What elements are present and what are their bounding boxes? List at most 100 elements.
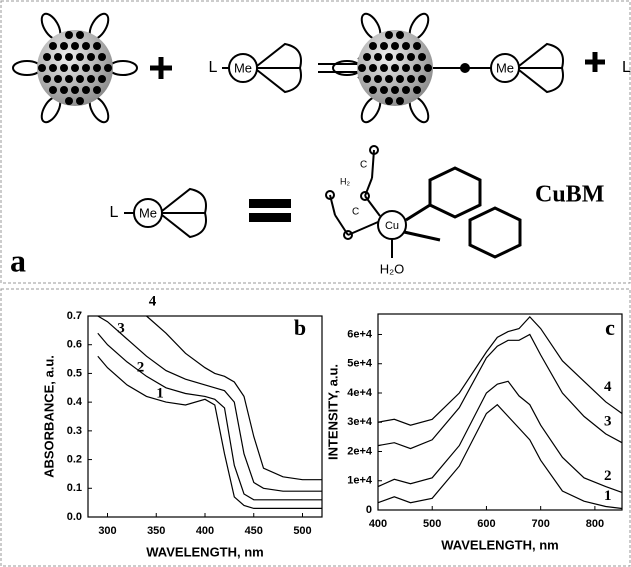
series-label: 3 (117, 320, 125, 336)
plus (150, 57, 172, 79)
y-tick-label: 0.2 (67, 453, 82, 465)
equals (249, 213, 291, 222)
y-tick-label: 1e+4 (347, 475, 373, 487)
spectrum-line (377, 380, 623, 493)
atom-dot (87, 53, 95, 61)
atom-dot (87, 75, 95, 83)
ligand-petal (108, 60, 138, 76)
atom-dot (413, 64, 421, 72)
series-label: 3 (604, 413, 612, 429)
atom-dot (65, 53, 73, 61)
atom-dot (380, 42, 388, 50)
x-tick-label: 500 (423, 518, 441, 530)
y-tick-label: 5e+4 (347, 358, 373, 370)
atom-dot (413, 86, 421, 94)
atom-dot (385, 97, 393, 105)
atom-dot (93, 42, 101, 50)
atom-dot (369, 86, 377, 94)
atom-dot (60, 42, 68, 50)
atom-dot (407, 53, 415, 61)
ligand-label: L (622, 59, 631, 76)
plot-frame (87, 315, 323, 518)
ligand-petal (12, 60, 42, 76)
atom-dot (396, 75, 404, 83)
atom-dot (82, 86, 90, 94)
y-tick-label: 4e+4 (347, 387, 373, 399)
y-axis-label: INTENSITY, a.u. (325, 364, 340, 460)
atom-dot (407, 75, 415, 83)
x-tick-label: 500 (293, 525, 311, 537)
panel-label: b (294, 315, 306, 340)
x-tick-label: 400 (196, 525, 214, 537)
metal-label: Me (139, 205, 157, 220)
atom-dot (76, 53, 84, 61)
y-tick-label: 0.4 (67, 396, 83, 408)
atom-dot (391, 42, 399, 50)
panel-label: a (10, 242, 26, 278)
atom-dot (38, 64, 46, 72)
y-tick-label: 0 (366, 504, 372, 516)
y-tick-label: 0.3 (67, 425, 82, 437)
metal-label: Me (234, 60, 252, 75)
atom-dot (369, 42, 377, 50)
atom-dot (396, 97, 404, 105)
y-tick-label: 2e+4 (347, 445, 373, 457)
spectrum-line (377, 333, 623, 450)
atom-dot (402, 86, 410, 94)
y-tick-label: 3e+4 (347, 416, 373, 428)
atom-dot (391, 64, 399, 72)
atom-dot (60, 86, 68, 94)
atom-dot (76, 31, 84, 39)
equals (249, 199, 291, 208)
y-tick-label: 6e+4 (347, 328, 373, 340)
atom-dot (54, 75, 62, 83)
atom-dot (43, 75, 51, 83)
reaction-diagram (12, 12, 605, 259)
y-tick-label: 0.1 (67, 482, 82, 494)
atom-dot (60, 64, 68, 72)
atom-dot (374, 75, 382, 83)
atom-dot (49, 64, 57, 72)
panel-a-frame (0, 0, 631, 284)
plus (585, 52, 605, 72)
atom-dot (71, 86, 79, 94)
atom-dot (363, 75, 371, 83)
atom-dot (104, 64, 112, 72)
spectrum-line (146, 315, 322, 481)
y-tick-label: 0.6 (67, 339, 82, 351)
atom-dot (93, 64, 101, 72)
atom-dot (380, 86, 388, 94)
atom-dot (76, 97, 84, 105)
series-label: 4 (149, 293, 157, 309)
x-axis-label: WAVELENGTH, nm (441, 537, 558, 552)
series-label: 2 (137, 360, 145, 376)
atom-dot (43, 53, 51, 61)
atom-dot (358, 64, 366, 72)
atom-dot (49, 42, 57, 50)
series-label: 4 (604, 379, 612, 395)
spectrum-line (377, 316, 623, 426)
x-axis-label: WAVELENGTH, nm (146, 544, 263, 559)
y-tick-label: 0.0 (67, 511, 82, 523)
atom-dot (380, 64, 388, 72)
panel-bc-frame (0, 288, 631, 567)
atom-dot (402, 42, 410, 50)
y-tick-label: 0.5 (67, 367, 82, 379)
atom-dot (93, 86, 101, 94)
atom-dot (385, 31, 393, 39)
atom-label: H₂ (340, 176, 350, 186)
atom-dot (424, 64, 432, 72)
atom-dot (49, 86, 57, 94)
x-tick-label: 300 (98, 525, 116, 537)
x-tick-label: 450 (245, 525, 263, 537)
plot-frame (377, 313, 623, 511)
atom-dot (82, 64, 90, 72)
atom-dot (363, 53, 371, 61)
spectrum-line (97, 355, 322, 509)
metal-label: Me (496, 60, 514, 75)
x-tick-label: 800 (586, 518, 604, 530)
spectrum-line (97, 332, 322, 501)
atom-dot (396, 53, 404, 61)
atom-dot (418, 53, 426, 61)
